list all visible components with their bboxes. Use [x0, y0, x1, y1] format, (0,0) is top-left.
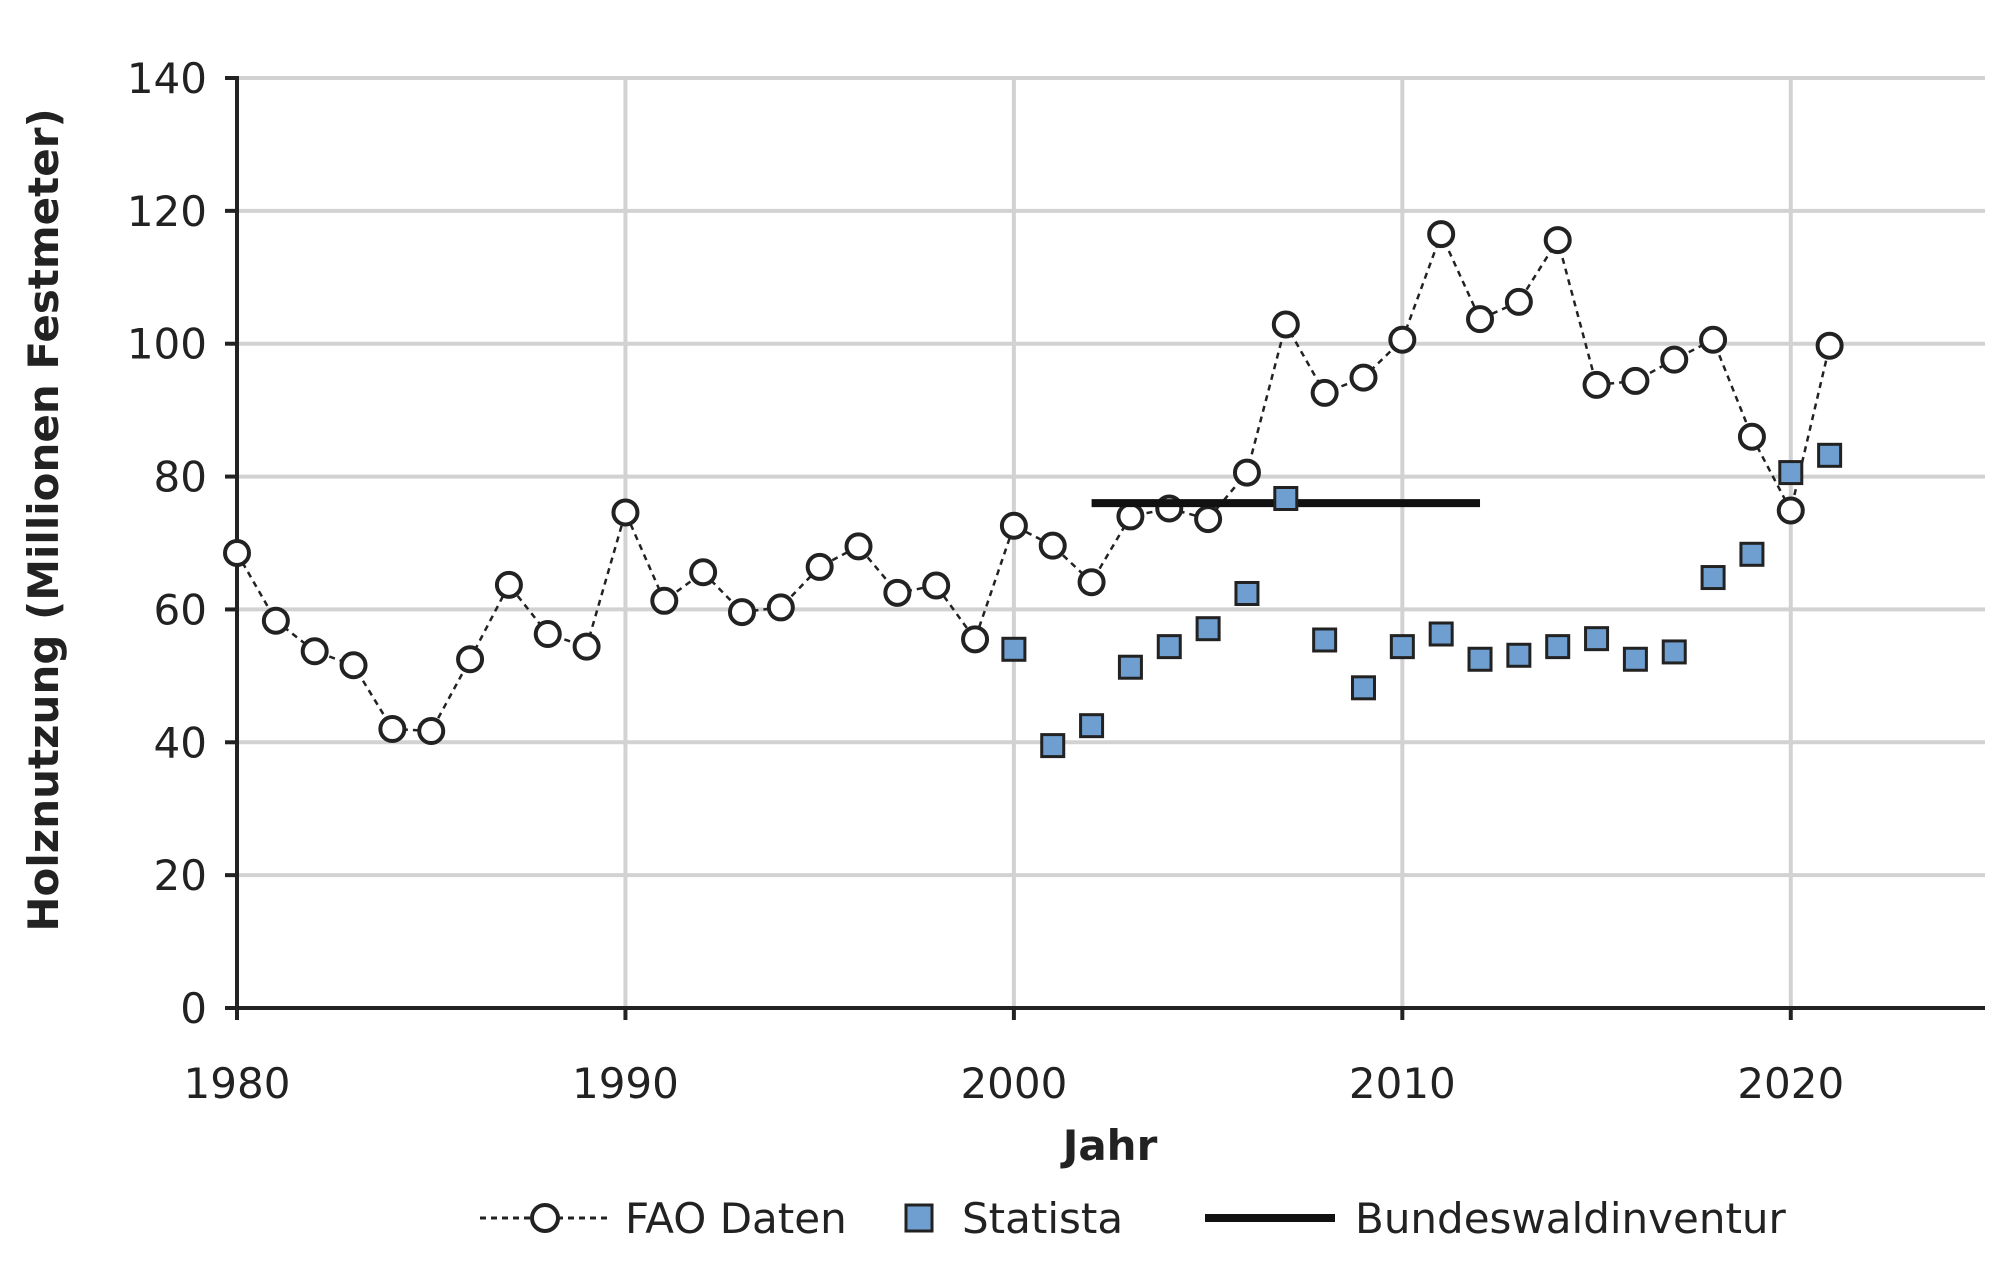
y-tick-label: 20 — [154, 851, 207, 900]
x-axis-title: Jahr — [1060, 1121, 1158, 1170]
y-tick-label: 140 — [127, 54, 207, 103]
statista-point — [1156, 634, 1182, 660]
statista-point — [1817, 442, 1843, 468]
fao-point — [339, 651, 368, 680]
statista-point — [1506, 642, 1532, 668]
legend: FAO Daten Statista Bundeswaldinventur — [480, 1194, 1787, 1243]
y-tick-label: 120 — [127, 187, 207, 236]
fao-point — [1116, 502, 1145, 531]
legend-item-statista: Statista — [904, 1194, 1123, 1243]
fao-point — [1660, 345, 1689, 374]
fao-point — [417, 716, 446, 745]
fao-point — [922, 571, 951, 600]
x-tick-label: 2000 — [960, 1059, 1067, 1108]
axes — [225, 76, 1985, 1020]
fao-point — [300, 637, 329, 666]
y-tick-label: 60 — [154, 585, 207, 634]
statista-point — [1001, 636, 1027, 662]
statista-point — [1739, 541, 1765, 567]
tick-labels: 0 20 40 60 80 100 120 140 1980 1990 2000 2010 2020 — [127, 54, 1844, 1108]
fao-point — [844, 532, 873, 561]
statista-point — [1195, 616, 1221, 642]
statista-point — [1467, 646, 1493, 672]
fao-point — [766, 593, 795, 622]
legend-bwi-label: Bundeswaldinventur — [1355, 1194, 1787, 1243]
statista-point — [1545, 634, 1571, 660]
statista-point — [1778, 460, 1804, 486]
statista-point — [1079, 713, 1105, 739]
fao-point — [572, 632, 601, 661]
legend-statista-label: Statista — [962, 1194, 1123, 1243]
y-axis-title: Holznutzung (Millionen Festmeter) — [19, 108, 68, 931]
y-tick-label: 0 — [180, 984, 207, 1033]
fao-point — [961, 625, 990, 654]
gridlines — [237, 76, 1985, 1008]
fao-point — [1388, 325, 1417, 354]
statista-point — [1389, 634, 1415, 660]
fao-point — [805, 552, 834, 581]
fao-point — [1504, 287, 1533, 316]
legend-fao-label: FAO Daten — [625, 1194, 847, 1243]
fao-point — [1699, 325, 1728, 354]
fao-point — [650, 586, 679, 615]
statista-point — [1312, 627, 1338, 653]
fao-point — [1621, 366, 1650, 395]
fao-point — [883, 578, 912, 607]
fao-point — [1543, 226, 1572, 255]
series-statista — [1001, 442, 1843, 759]
fao-point — [1349, 363, 1378, 392]
statista-point — [1040, 733, 1066, 759]
statista-point — [1700, 565, 1726, 591]
statista-point — [1273, 485, 1299, 511]
fao-point — [1427, 220, 1456, 249]
fao-point — [1815, 331, 1844, 360]
fao-point — [1310, 378, 1339, 407]
fao-point — [1582, 370, 1611, 399]
y-tick-label: 40 — [154, 718, 207, 767]
legend-item-fao: FAO Daten — [480, 1194, 847, 1243]
fao-point — [727, 598, 756, 627]
fao-point — [1737, 422, 1766, 451]
fao-point — [611, 498, 640, 527]
fao-point — [533, 620, 562, 649]
fao-point — [261, 606, 290, 635]
fao-point — [1194, 505, 1223, 534]
fao-point — [1271, 310, 1300, 339]
legend-item-bwi: Bundeswaldinventur — [1205, 1194, 1787, 1243]
x-tick-label: 1990 — [572, 1059, 679, 1108]
statista-point — [1234, 580, 1260, 606]
statista-point — [1584, 626, 1610, 652]
fao-point — [378, 715, 407, 743]
x-tick-label: 1980 — [184, 1059, 291, 1108]
fao-point — [456, 645, 485, 674]
statista-point — [1622, 646, 1648, 672]
statista-point — [1428, 621, 1454, 647]
fao-point — [1466, 305, 1495, 334]
fao-point — [223, 538, 251, 567]
statista-point — [1661, 639, 1687, 665]
x-tick-label: 2020 — [1737, 1059, 1844, 1108]
fao-point — [689, 558, 718, 587]
fao-point — [999, 511, 1028, 540]
fao-point — [1038, 531, 1067, 560]
fao-point — [1776, 496, 1805, 525]
fao-point — [1077, 568, 1106, 597]
legend-fao-marker — [530, 1203, 560, 1233]
x-tick-label: 2010 — [1349, 1059, 1456, 1108]
statista-point — [1350, 675, 1376, 701]
fao-point — [1232, 458, 1261, 487]
legend-statista-marker — [904, 1203, 934, 1233]
y-tick-label: 80 — [154, 453, 207, 502]
series-fao-daten — [223, 220, 1844, 745]
y-tick-label: 100 — [127, 320, 207, 369]
fao-point — [494, 570, 523, 599]
statista-point — [1117, 654, 1143, 680]
